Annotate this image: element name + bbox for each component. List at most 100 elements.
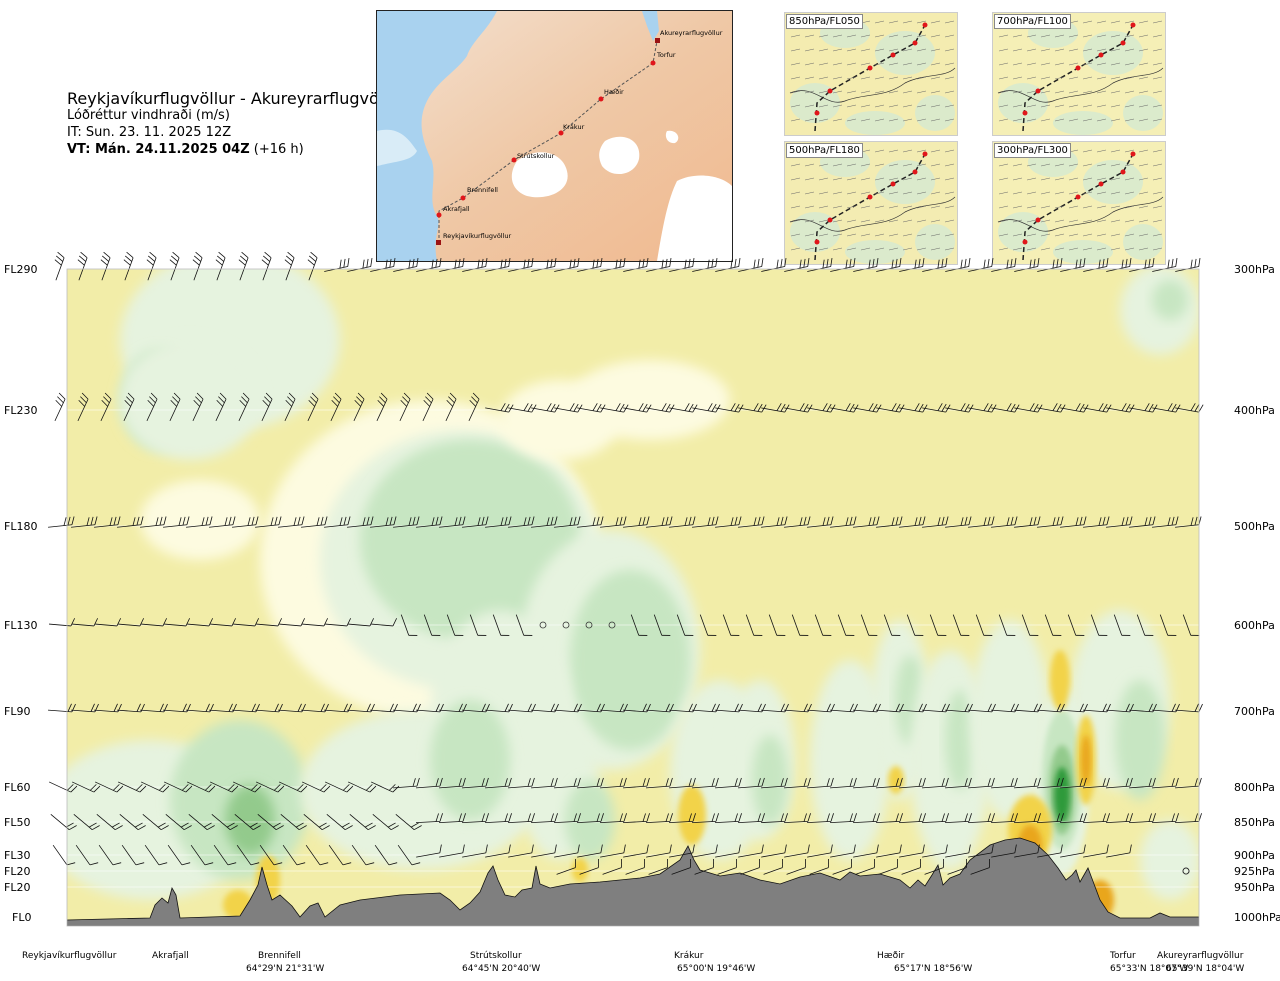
- mini-map-barb: [790, 62, 801, 66]
- wind-barb: [210, 618, 237, 627]
- mini-map-barb: [1124, 177, 1135, 181]
- mini-map-barb: [1040, 90, 1051, 94]
- wind-barb: [837, 614, 855, 636]
- mini-map-barb: [902, 20, 913, 24]
- wind-barb: [370, 781, 400, 793]
- wind-barb: [814, 614, 832, 636]
- mini-map-barb: [818, 219, 829, 223]
- mini-map-barb: [860, 34, 871, 38]
- wind-barb: [119, 813, 146, 831]
- mini-map-region: [1123, 224, 1163, 260]
- fl-label: FL30: [4, 849, 31, 862]
- mini-map-barb: [944, 233, 955, 237]
- mini-map-barb: [1054, 90, 1065, 94]
- mini-map-barb: [790, 34, 801, 38]
- wind-barb: [371, 618, 398, 627]
- map-label-akrafjall: Akrafjall: [443, 205, 470, 213]
- mini-map-coastline: [789, 196, 956, 232]
- wind-barb: [738, 516, 765, 528]
- mini-map-graphic: [785, 13, 957, 135]
- mini-map-region: [1083, 31, 1143, 75]
- wind-barb: [374, 844, 398, 866]
- mini-map-barb: [1082, 205, 1093, 209]
- mini-map-barb: [818, 76, 829, 80]
- mini-map-barb: [846, 90, 857, 94]
- mini-map-waypoint: [1022, 239, 1028, 245]
- wind-barb: [1013, 813, 1041, 824]
- mini-map-barb: [930, 191, 941, 195]
- wind-barb: [1159, 614, 1177, 636]
- mini-map-850: 850hPa/FL050: [784, 12, 958, 136]
- mini-map-barb: [916, 20, 927, 24]
- wind-barb: [1174, 813, 1202, 824]
- mini-map-region: [875, 160, 935, 204]
- mini-map-barb: [930, 76, 941, 80]
- mini-map-barb: [1152, 76, 1163, 80]
- wind-barb: [1182, 614, 1200, 636]
- wind-barb: [669, 844, 695, 858]
- wind-barb: [324, 516, 351, 528]
- wind-barb: [830, 777, 857, 789]
- wind-barb: [830, 516, 857, 528]
- mini-map-barb: [1096, 118, 1107, 122]
- mini-map-barb: [1040, 247, 1051, 251]
- mini-map-barb: [1026, 247, 1037, 251]
- mini-map-barb: [944, 205, 955, 209]
- wind-barb: [556, 859, 576, 875]
- mini-map-barb: [1040, 163, 1051, 167]
- wind-barb: [1014, 777, 1041, 789]
- wind-barb: [786, 859, 806, 875]
- wind-barb: [1113, 614, 1131, 636]
- wind-barb: [192, 392, 204, 422]
- chart-title-block: Reykjavíkurflugvöllur - Akureyrarflugvöl…: [67, 90, 404, 158]
- mini-map-barb: [1012, 76, 1023, 80]
- hpa-label: 300hPa: [1234, 263, 1275, 276]
- mini-map-barb: [944, 247, 955, 251]
- wind-barb: [947, 859, 967, 875]
- wind-barb: [209, 781, 239, 793]
- wind-barb: [100, 251, 111, 281]
- wind-barb: [722, 614, 740, 636]
- mini-map-barb: [1110, 76, 1121, 80]
- mini-map-barb: [846, 163, 857, 167]
- mini-map-barb: [902, 104, 913, 108]
- wind-barb: [462, 777, 489, 789]
- wind-barb: [330, 392, 342, 422]
- wind-barb: [54, 251, 65, 281]
- wind-barb: [1175, 403, 1204, 413]
- wind-barb: [188, 813, 215, 831]
- mini-map-barb: [998, 163, 1009, 167]
- mini-map-barb: [790, 76, 801, 80]
- mini-map-barb: [944, 219, 955, 223]
- mini-map-barb: [944, 76, 955, 80]
- wind-barb: [967, 813, 995, 824]
- hpa-label: 500hPa: [1234, 520, 1275, 533]
- mini-map-barb: [902, 62, 913, 66]
- wind-barb: [876, 516, 903, 528]
- mini-map-barb: [1110, 191, 1121, 195]
- wind-barb: [807, 516, 834, 528]
- mini-map-barb: [832, 48, 843, 52]
- mini-map-barb: [1096, 76, 1107, 80]
- mini-map-barb: [1040, 233, 1051, 237]
- mini-map-barb: [888, 90, 899, 94]
- mini-map-barb: [1040, 177, 1051, 181]
- contour-region: [430, 700, 510, 820]
- mini-map-barb: [1096, 233, 1107, 237]
- wind-barb: [1090, 614, 1108, 636]
- wind-barb: [929, 614, 947, 636]
- mini-map-barb: [860, 233, 871, 237]
- mini-map-barb: [1068, 247, 1079, 251]
- mini-map-barb: [998, 219, 1009, 223]
- wind-barb: [255, 781, 285, 793]
- mini-map-barb: [888, 233, 899, 237]
- mini-map-barb: [1138, 62, 1149, 66]
- mini-map-barb: [832, 90, 843, 94]
- calm-marker: [539, 621, 547, 629]
- wind-barb: [123, 392, 135, 422]
- mini-map-barb: [944, 48, 955, 52]
- mini-map-waypoint: [814, 239, 820, 245]
- wind-barb: [190, 844, 214, 866]
- wind-barb: [307, 392, 319, 422]
- wind-barb: [669, 403, 698, 413]
